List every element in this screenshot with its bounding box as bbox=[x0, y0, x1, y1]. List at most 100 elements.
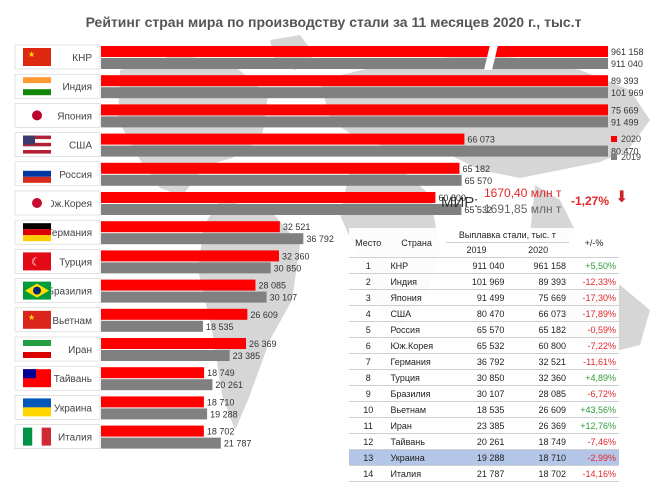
category-label-12: Тайвань bbox=[54, 374, 92, 385]
table-cell-v2020: 60 800 bbox=[507, 337, 569, 354]
table-cell-v2020: 66 073 bbox=[507, 305, 569, 322]
category-label-5: Россия bbox=[59, 170, 92, 181]
table-row: 5 Россия 65 570 65 182 -0,59% bbox=[349, 321, 619, 338]
world-value-2019: 1691,85 млн т bbox=[484, 202, 562, 216]
usa-flag-canton bbox=[23, 135, 35, 145]
table-cell-place: 2 bbox=[349, 273, 388, 290]
category-label-13: Украина bbox=[54, 403, 93, 414]
category-label-9: Бразилия bbox=[47, 287, 92, 298]
category-label-14: Италия bbox=[58, 433, 92, 444]
value-label-2019-4: 80 470 bbox=[611, 147, 639, 157]
bar-2020-1 bbox=[101, 46, 608, 57]
table-row: 4 США 80 470 66 073 -17,89% bbox=[349, 305, 619, 322]
value-label-2020-2: 89 393 bbox=[611, 76, 639, 86]
table-cell-country: Турция bbox=[387, 369, 446, 386]
table-cell-change: +5,50% bbox=[568, 257, 619, 274]
russia-flag bbox=[23, 176, 51, 183]
germany-flag bbox=[23, 223, 51, 230]
iran-flag bbox=[23, 346, 51, 352]
table-cell-country: Тайвань bbox=[387, 433, 446, 450]
table-cell-place: 1 bbox=[349, 257, 388, 274]
category-label-8: Турция bbox=[59, 257, 92, 268]
value-label-2019-3: 91 499 bbox=[611, 117, 639, 127]
table-row: 12 Тайвань 20 261 18 749 -7,46% bbox=[349, 433, 619, 450]
table-cell-country: Бразилия bbox=[387, 385, 446, 402]
value-label-2019-12: 20 261 bbox=[215, 380, 243, 390]
chart-title: Рейтинг стран мира по производству стали… bbox=[85, 14, 582, 30]
table-cell-change: -6,72% bbox=[568, 385, 619, 402]
world-change: -1,27% bbox=[571, 194, 610, 208]
world-total: МИР: 1670,40 млн т 1691,85 млн т -1,27% … bbox=[441, 186, 661, 226]
bar-2019-2 bbox=[101, 87, 608, 99]
table-cell-country: Украина bbox=[387, 449, 446, 466]
table-cell-v2019: 19 288 bbox=[445, 449, 508, 466]
china-flag-star: ★ bbox=[28, 50, 35, 59]
table-cell-change: -7,46% bbox=[568, 433, 619, 450]
table-cell-country: Юж.Корея bbox=[387, 337, 446, 354]
bar-2019-7 bbox=[101, 233, 304, 245]
table-cell-change: -11,61% bbox=[568, 353, 619, 370]
world-label: МИР: bbox=[441, 194, 479, 211]
japan-flag-disc bbox=[32, 110, 42, 121]
category-label-4: США bbox=[69, 141, 92, 152]
legend-swatch-2019 bbox=[611, 154, 617, 160]
header-place: Место bbox=[349, 228, 388, 258]
table-cell-v2019: 18 535 bbox=[445, 401, 508, 418]
table-cell-change: -12,33% bbox=[568, 273, 619, 290]
category-label-3: Япония bbox=[57, 111, 92, 122]
value-label-2020-13: 18 710 bbox=[207, 397, 235, 407]
bar-2020-8 bbox=[101, 250, 279, 262]
table-cell-country: КНР bbox=[387, 257, 446, 274]
table-cell-v2019: 20 261 bbox=[445, 433, 508, 450]
bar-2020-13 bbox=[101, 396, 204, 408]
table-row: 10 Вьетнам 18 535 26 609 +43,56% bbox=[349, 401, 619, 418]
turkey-flag-crescent: ☾ bbox=[31, 256, 41, 268]
table-cell-v2020: 961 158 bbox=[507, 257, 569, 274]
value-label-2019-1: 911 040 bbox=[611, 59, 643, 69]
category-label-1: КНР bbox=[72, 53, 92, 64]
germany-flag bbox=[23, 229, 51, 236]
table-cell-v2020: 26 609 bbox=[507, 401, 569, 418]
axis-break-mark bbox=[484, 45, 498, 70]
table-cell-country: Италия bbox=[387, 465, 446, 482]
value-label-2019-6: 65 532 bbox=[464, 205, 492, 215]
table-row: 11 Иран 23 385 26 369 +12,76% bbox=[349, 417, 619, 434]
value-label-2019-10: 18 535 bbox=[206, 322, 234, 332]
table-cell-country: Россия bbox=[387, 321, 446, 338]
russia-flag bbox=[23, 170, 51, 177]
table-row: 1 КНР 911 040 961 158 +5,50% bbox=[349, 257, 619, 274]
arrow-down-icon: ⬇ bbox=[615, 189, 629, 206]
table-cell-place: 14 bbox=[349, 465, 388, 482]
bar-2019-13 bbox=[101, 408, 208, 420]
iran-flag bbox=[23, 352, 51, 358]
table-cell-change: -17,30% bbox=[568, 289, 619, 306]
bar-2020-10 bbox=[101, 308, 248, 320]
india-flag bbox=[23, 89, 51, 96]
bar-2020-7 bbox=[101, 221, 280, 233]
table-cell-place: 13 bbox=[349, 449, 388, 466]
table-cell-v2019: 30 850 bbox=[445, 369, 508, 386]
table-row: 9 Бразилия 30 107 28 085 -6,72% bbox=[349, 385, 619, 402]
table-cell-v2019: 91 499 bbox=[445, 289, 508, 306]
legend-label-2019: 2019 bbox=[621, 152, 641, 162]
value-label-2020-1: 961 158 bbox=[611, 47, 644, 57]
table-row: 2 Индия 101 969 89 393 -12,33% bbox=[349, 273, 619, 290]
table-cell-country: США bbox=[387, 305, 446, 322]
table-row: 6 Юж.Корея 65 532 60 800 -7,22% bbox=[349, 337, 619, 354]
korea-flag-emblem bbox=[32, 198, 42, 208]
value-label-2020-11: 26 369 bbox=[249, 339, 277, 349]
value-label-2019-13: 19 288 bbox=[210, 409, 238, 419]
table-cell-country: Иран bbox=[387, 417, 446, 434]
usa-flag bbox=[23, 135, 51, 140]
usa-flag bbox=[23, 146, 51, 150]
table-cell-v2020: 75 669 bbox=[507, 289, 569, 306]
value-label-2020-12: 18 749 bbox=[207, 368, 235, 378]
table-cell-change: -7,22% bbox=[568, 337, 619, 354]
table-cell-v2020: 65 182 bbox=[507, 321, 569, 338]
bar-2020-12 bbox=[101, 367, 205, 379]
header-2020: 2020 bbox=[507, 242, 569, 258]
vietnam-flag-star: ★ bbox=[28, 313, 35, 322]
value-label-2020-3: 75 669 bbox=[611, 105, 639, 115]
bar-2019-10 bbox=[101, 320, 203, 332]
